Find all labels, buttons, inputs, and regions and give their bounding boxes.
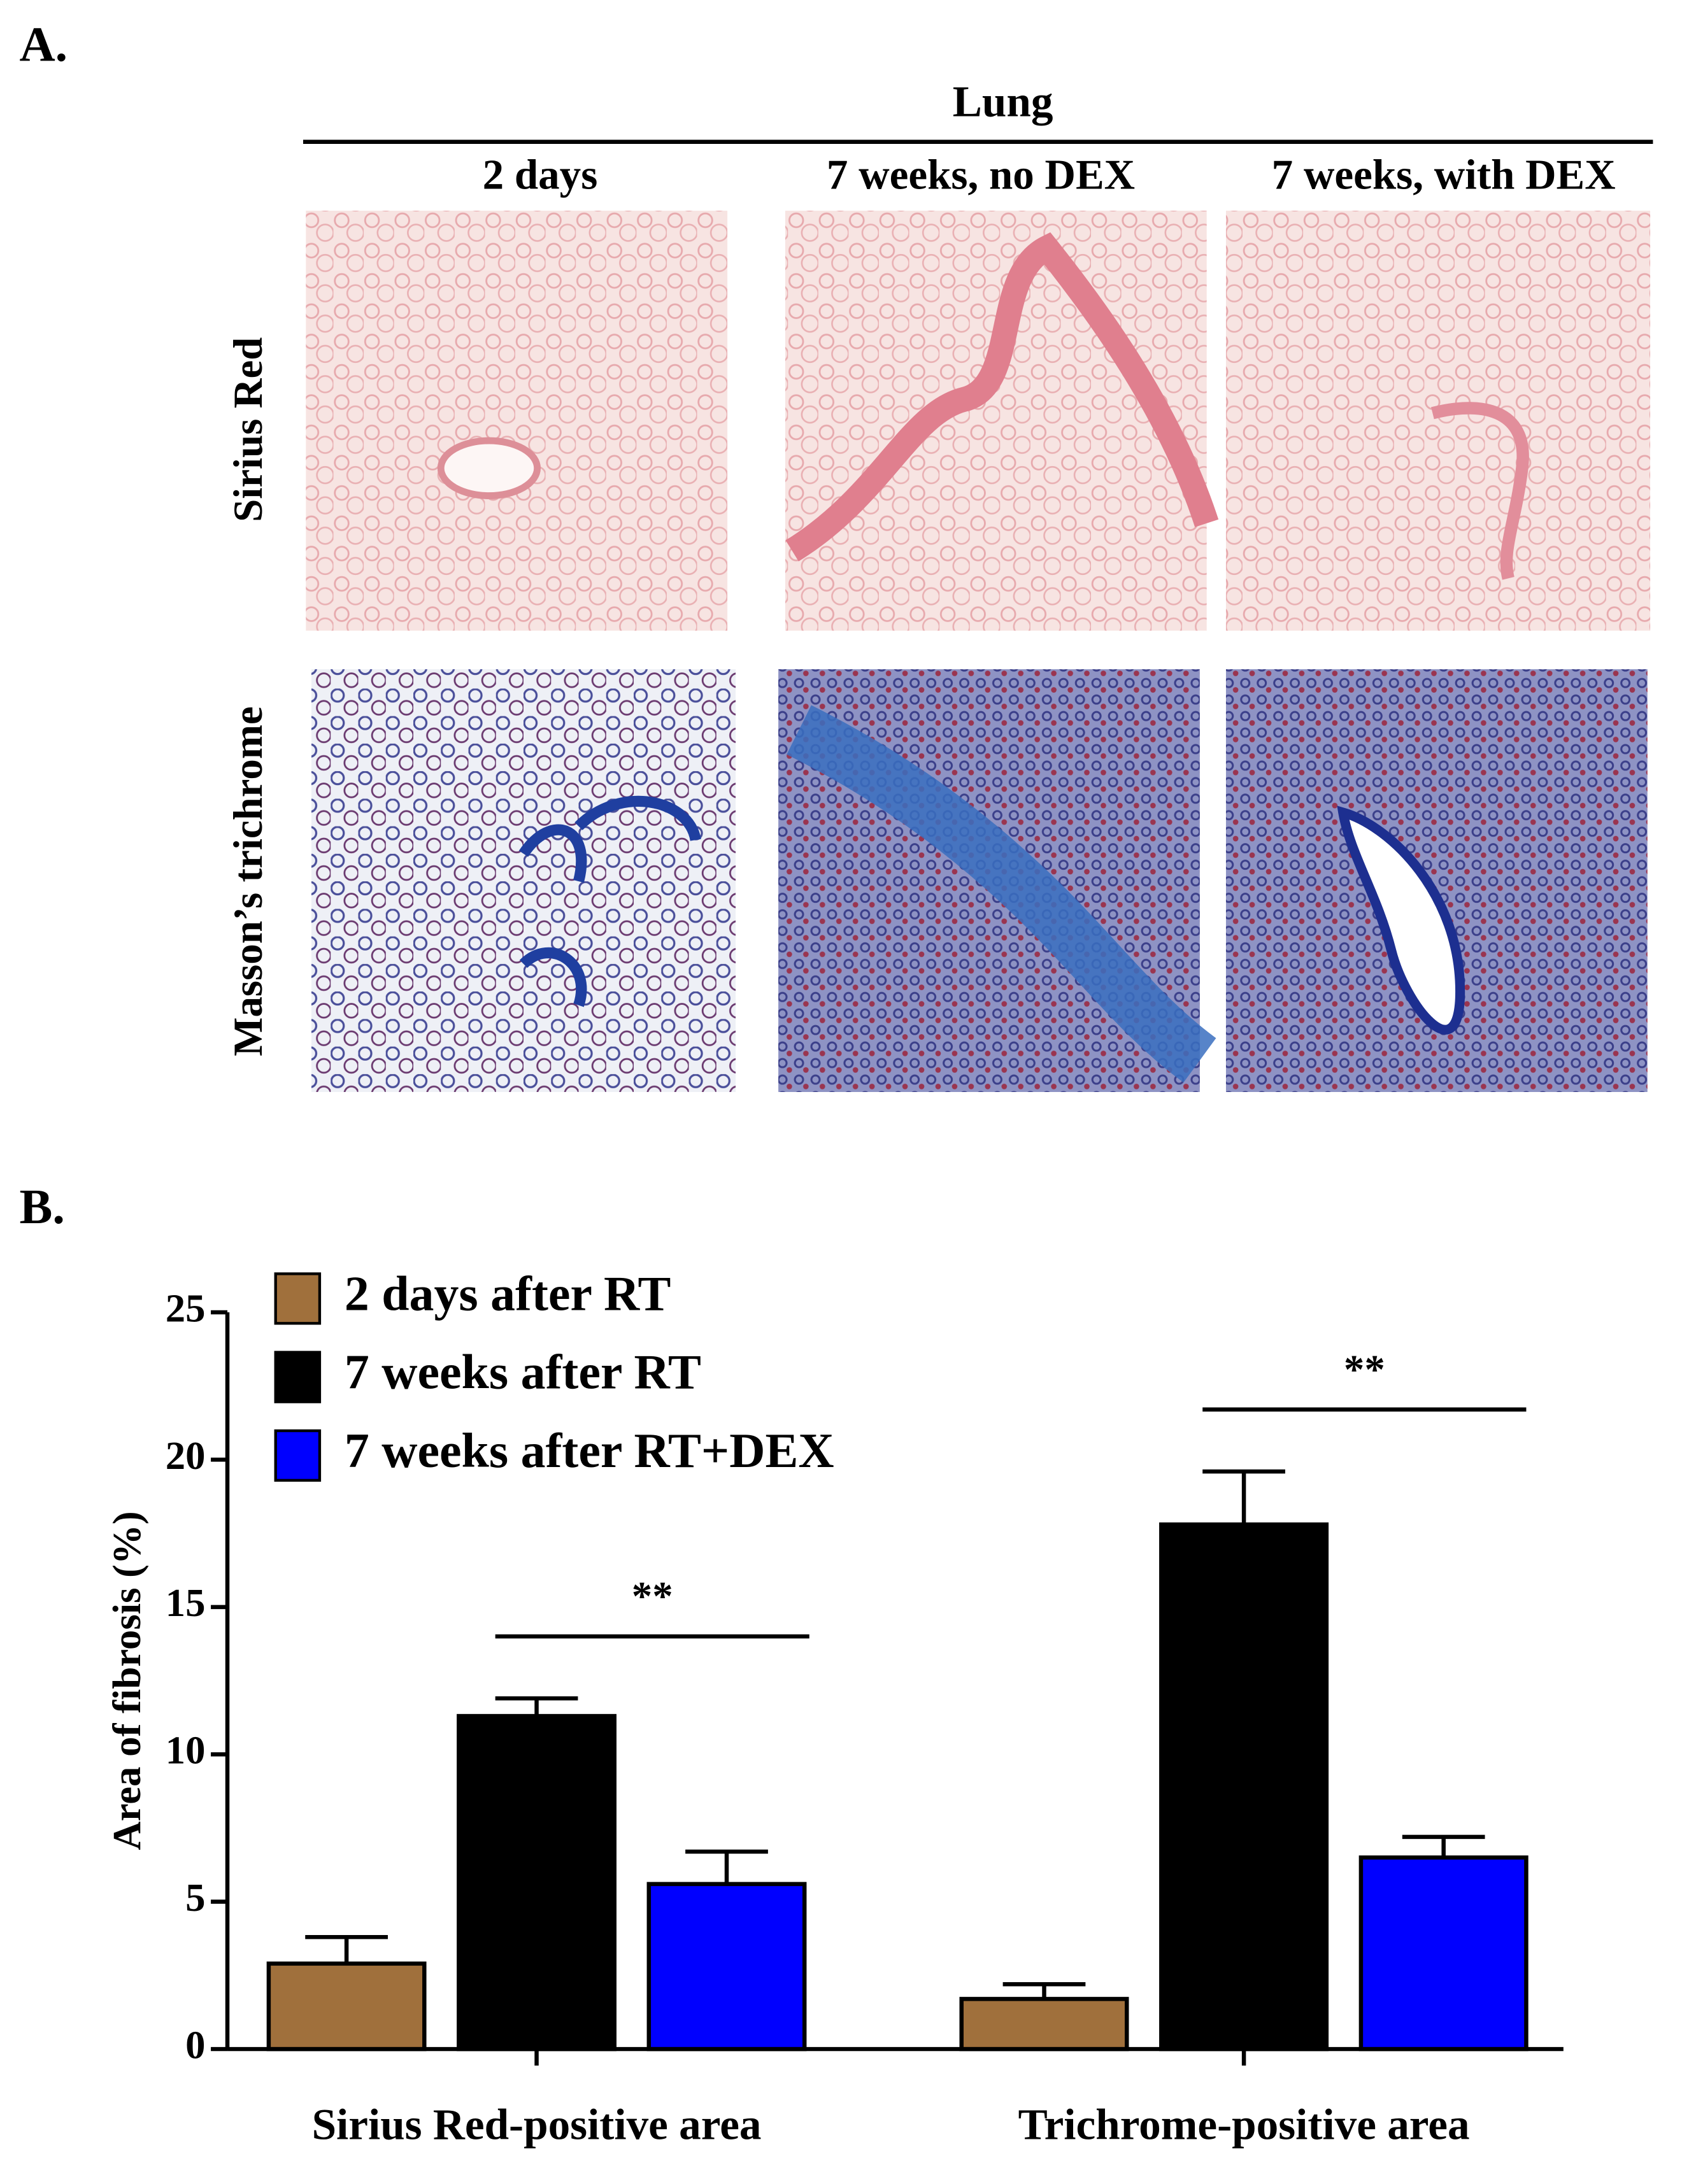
micrograph bbox=[311, 669, 736, 1092]
y-tick-label: 20 bbox=[166, 1433, 206, 1478]
significance-label: ** bbox=[632, 1574, 673, 1620]
micrograph bbox=[1225, 210, 1651, 631]
y-tick-label: 25 bbox=[166, 1286, 206, 1330]
y-axis-label: Area of fibrosis (%) bbox=[104, 1511, 149, 1850]
panel-label: B. bbox=[19, 1179, 64, 1234]
column-label: 2 days bbox=[483, 151, 598, 199]
bar bbox=[457, 1713, 616, 2052]
row-label: Masson’s trichrome bbox=[225, 706, 271, 1056]
micrograph-feature bbox=[785, 232, 1219, 562]
legend-swatch bbox=[274, 1351, 322, 1403]
micrograph-feature bbox=[787, 705, 1216, 1083]
micrograph bbox=[306, 210, 728, 631]
legend-label: 7 weeks after RT bbox=[345, 1345, 701, 1400]
legend-swatch bbox=[274, 1429, 322, 1482]
x-tick-label: Sirius Red-positive area bbox=[312, 2099, 762, 2148]
legend-label: 2 days after RT bbox=[345, 1266, 671, 1321]
row-label: Sirius Red bbox=[225, 337, 271, 522]
micrograph bbox=[785, 210, 1207, 631]
column-label: 7 weeks, with DEX bbox=[1272, 151, 1616, 199]
y-tick-label: 10 bbox=[166, 1728, 206, 1773]
micrographs bbox=[306, 210, 1651, 1092]
y-tick-label: 5 bbox=[185, 1875, 205, 1920]
bar bbox=[266, 1961, 427, 2052]
y-tick-label: 15 bbox=[166, 1580, 206, 1625]
micrograph-feature bbox=[518, 795, 701, 1007]
micrograph-feature bbox=[1431, 402, 1529, 580]
panel-title: Lung bbox=[953, 76, 1053, 125]
bar bbox=[646, 1882, 807, 2052]
significance-label: ** bbox=[1344, 1347, 1385, 1393]
bar bbox=[1358, 1855, 1529, 2052]
micrograph-feature bbox=[437, 437, 541, 499]
y-tick-label: 0 bbox=[185, 2022, 205, 2067]
legend-label: 7 weeks after RT+DEX bbox=[345, 1423, 834, 1478]
bar bbox=[1159, 1522, 1329, 2052]
column-label: 7 weeks, no DEX bbox=[827, 151, 1135, 199]
x-tick-label: Trichrome-positive area bbox=[1018, 2099, 1470, 2148]
panel-label: A. bbox=[19, 17, 68, 72]
legend-swatch bbox=[274, 1272, 322, 1325]
bar bbox=[959, 1997, 1129, 2052]
micrograph-feature bbox=[1337, 805, 1465, 1035]
